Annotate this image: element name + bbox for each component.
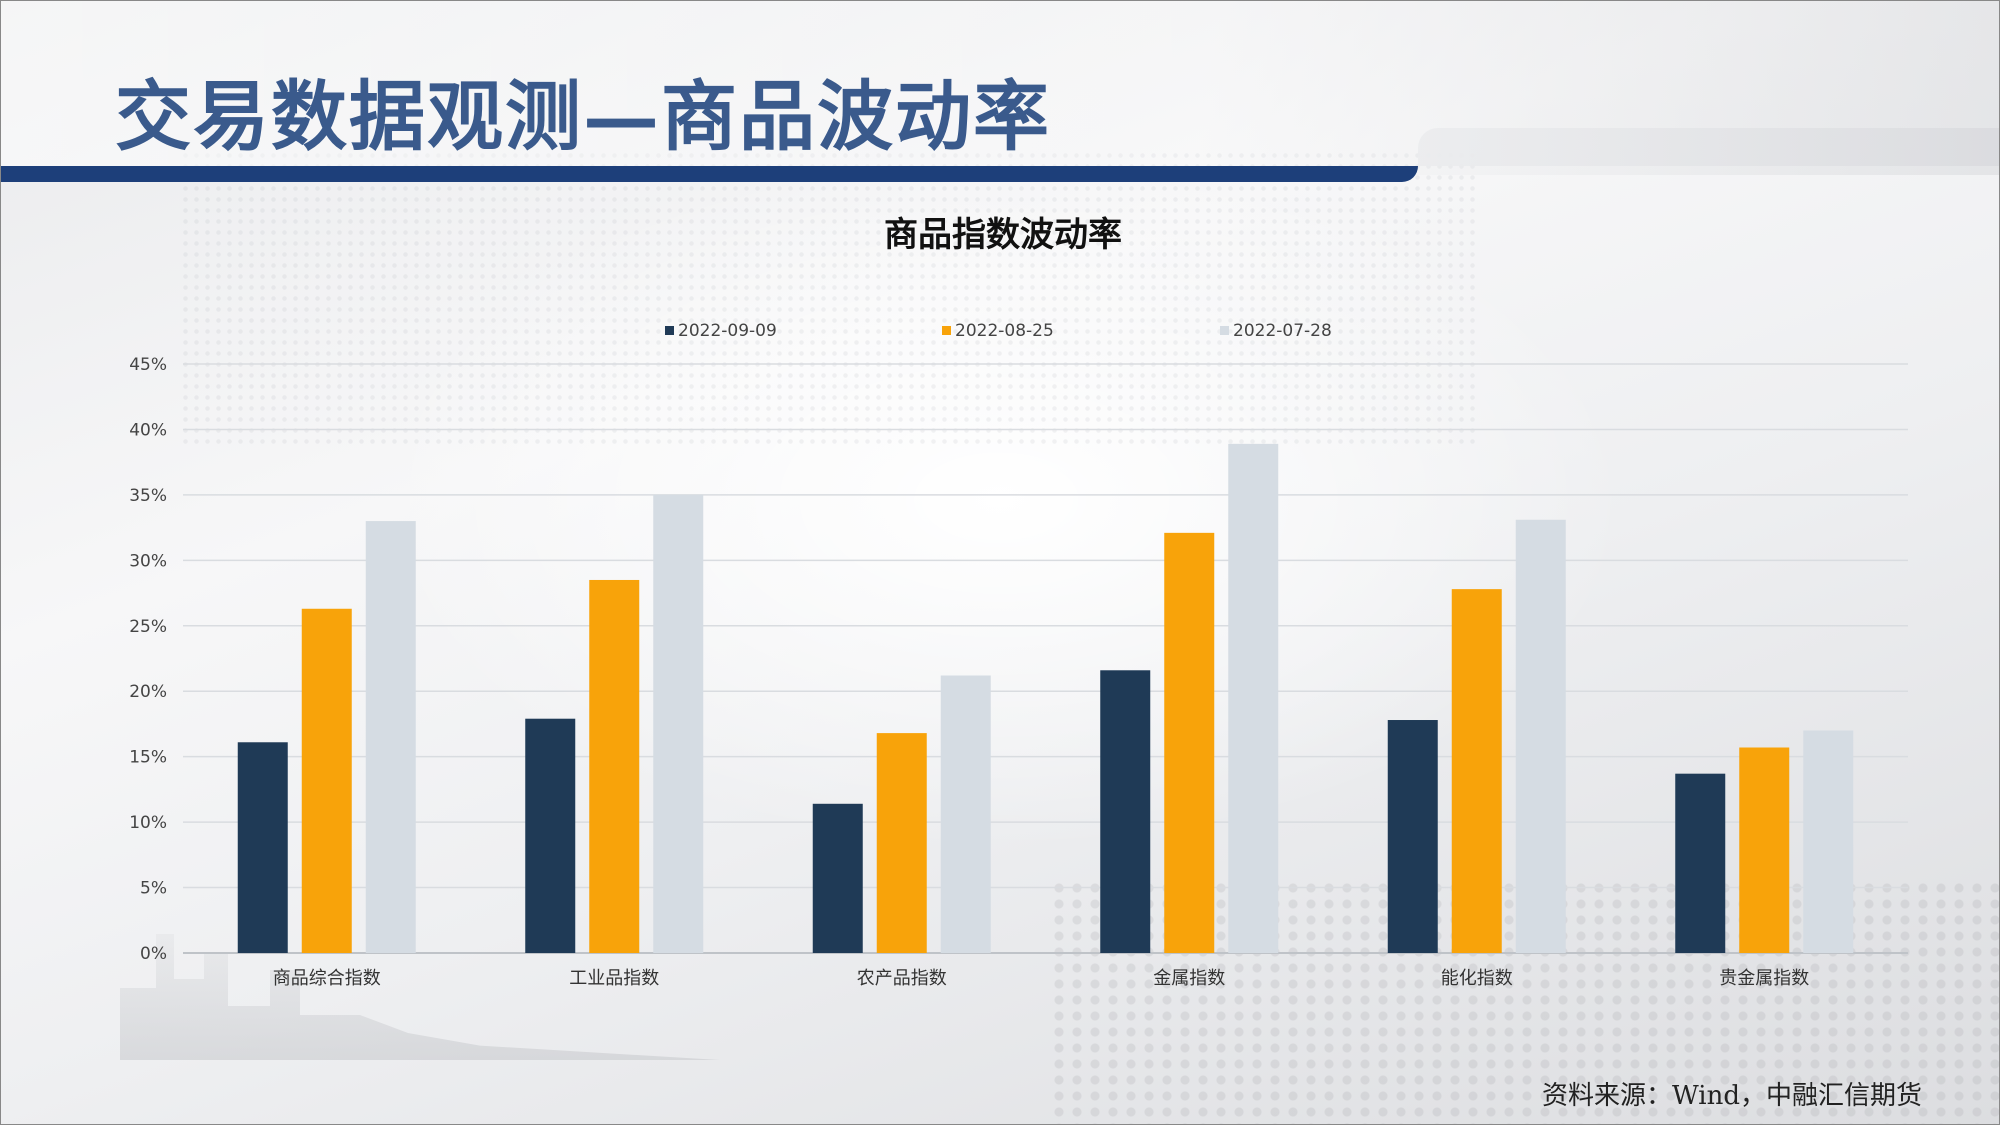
title-bar-tail	[1418, 128, 2000, 166]
chart-bars	[237, 443, 1854, 953]
bar	[940, 675, 991, 953]
chart-title: 商品指数波动率	[884, 215, 1122, 255]
bar	[301, 608, 352, 953]
x-tick-label: 农产品指数	[857, 968, 947, 989]
x-tick-label: 贵金属指数	[1719, 968, 1809, 989]
x-axis: 商品综合指数 工业品指数 农产品指数 金属指数 能化指数 贵金属指数	[273, 968, 1810, 989]
bar	[1739, 747, 1790, 953]
legend-swatch	[665, 326, 674, 335]
bar	[1100, 670, 1151, 953]
x-tick-label: 商品综合指数	[273, 968, 381, 989]
x-tick-label: 工业品指数	[569, 968, 659, 989]
legend-label: 2022-09-09	[678, 321, 777, 341]
x-tick-label: 金属指数	[1153, 968, 1225, 989]
bar	[1164, 532, 1215, 953]
y-tick-label: 10%	[129, 813, 167, 833]
y-tick-label: 40%	[129, 420, 167, 440]
world-map-dots	[180, 150, 1480, 450]
bar	[1228, 443, 1279, 953]
y-tick-label: 20%	[129, 682, 167, 702]
bar	[1451, 589, 1502, 953]
bar	[653, 494, 704, 953]
legend-label: 2022-08-25	[955, 321, 1054, 341]
legend-label: 2022-07-28	[1233, 321, 1332, 341]
y-tick-label: 25%	[129, 617, 167, 637]
slide-title: 交易数据观测—商品波动率	[115, 72, 1051, 161]
bar	[1387, 720, 1438, 953]
y-tick-label: 45%	[129, 355, 167, 375]
bar	[876, 733, 927, 953]
y-tick-label: 30%	[129, 551, 167, 571]
bar	[812, 803, 863, 953]
bar	[365, 521, 416, 953]
y-tick-label: 0%	[140, 944, 167, 964]
chart-legend: 2022-09-09 2022-08-25 2022-07-28	[665, 321, 1332, 341]
y-tick-label: 15%	[129, 748, 167, 768]
bar	[1803, 730, 1854, 953]
y-tick-label: 5%	[140, 879, 167, 899]
bar	[237, 742, 288, 953]
legend-swatch	[1220, 326, 1229, 335]
y-tick-label: 35%	[129, 486, 167, 506]
legend-swatch	[942, 326, 951, 335]
title-bar	[0, 166, 1418, 182]
bar	[1675, 773, 1726, 953]
bar	[1515, 519, 1566, 953]
chart-gridlines	[183, 363, 1908, 954]
y-axis: 0% 5% 10% 15% 20% 25% 30% 35% 40% 45%	[129, 355, 167, 964]
bar	[525, 718, 576, 953]
x-tick-label: 能化指数	[1441, 968, 1513, 989]
bar	[589, 579, 640, 953]
data-source-note: 资料来源：Wind，中融汇信期货	[1542, 1081, 1922, 1111]
